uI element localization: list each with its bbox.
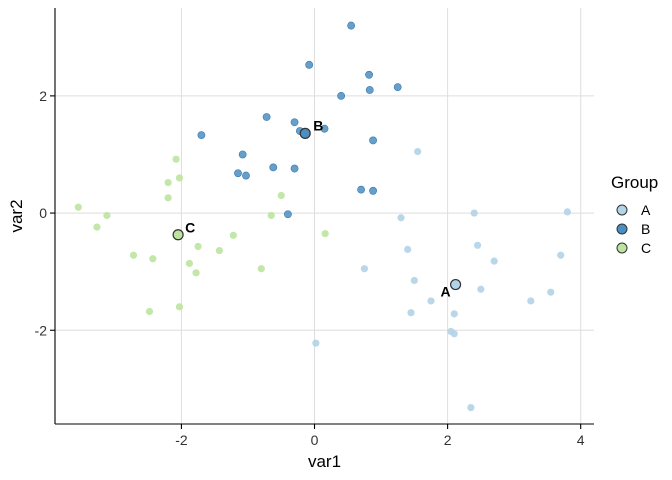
point-B-13	[238, 150, 247, 159]
point-C-17	[192, 269, 200, 277]
point-A-8	[360, 265, 369, 273]
point-C-13	[129, 251, 138, 259]
legend-title: Group	[611, 173, 658, 192]
point-B-3	[393, 83, 402, 91]
y-tick-label-0: -2	[35, 322, 48, 338]
point-B-14	[269, 163, 278, 172]
data-points	[74, 21, 571, 412]
legend: Group ABC	[611, 173, 658, 256]
centroid-C	[172, 229, 184, 241]
point-C-18	[175, 303, 184, 311]
grid-lines	[55, 8, 594, 424]
point-B-16	[234, 169, 242, 178]
point-C-8	[93, 223, 101, 231]
point-C-19	[145, 307, 154, 316]
point-B-20	[284, 210, 292, 219]
point-C-10	[229, 231, 237, 239]
point-B-4	[365, 86, 374, 94]
point-A-10	[477, 285, 485, 293]
point-A-11	[547, 288, 555, 296]
point-A-1	[563, 208, 571, 216]
point-C-11	[194, 242, 202, 251]
point-B-10	[320, 124, 329, 133]
point-B-5	[337, 91, 346, 100]
point-C-7	[267, 211, 275, 220]
axes: -2 0 2 4 -2 0 2	[35, 8, 594, 448]
point-C-5	[74, 203, 82, 211]
point-C-2	[164, 179, 172, 187]
point-C-4	[277, 191, 285, 200]
legend-label-C: C	[641, 240, 651, 256]
point-C-16	[257, 265, 265, 273]
point-B-12	[369, 136, 377, 145]
centroid-label-A: A	[440, 284, 450, 300]
x-axis-title: var1	[308, 452, 341, 471]
point-B-7	[290, 118, 299, 127]
point-A-5	[473, 241, 482, 249]
point-B-19	[369, 186, 377, 195]
centroid-points: A B C	[172, 117, 462, 300]
point-B-0	[347, 21, 356, 30]
centroid-label-B: B	[313, 117, 323, 133]
point-C-9	[321, 229, 329, 238]
point-A-19	[467, 403, 475, 412]
legend-label-A: A	[641, 202, 651, 218]
point-A-7	[557, 251, 565, 259]
legend-key-C	[616, 242, 628, 254]
point-C-3	[164, 194, 172, 202]
point-A-2	[470, 209, 478, 217]
point-B-2	[365, 70, 373, 79]
point-A-3	[397, 214, 405, 222]
point-B-17	[242, 171, 250, 180]
point-B-11	[197, 131, 206, 140]
point-C-15	[185, 259, 194, 268]
point-C-12	[215, 246, 223, 255]
x-tick-label-0: -2	[175, 432, 188, 448]
point-A-12	[427, 297, 435, 305]
point-A-18	[312, 339, 320, 347]
point-A-17	[450, 330, 458, 338]
point-B-18	[357, 185, 365, 194]
x-tick-label-2: 2	[444, 432, 452, 448]
point-C-14	[149, 255, 157, 263]
point-A-9	[410, 276, 418, 285]
y-tick-label-1: 0	[39, 205, 47, 221]
point-C-1	[175, 174, 184, 182]
centroid-A	[449, 278, 462, 291]
x-tick-label-1: 0	[311, 432, 319, 448]
point-C-0	[172, 155, 180, 163]
point-C-6	[103, 211, 111, 220]
point-B-1	[305, 60, 314, 69]
point-B-6	[262, 113, 271, 121]
x-tick-label-3: 4	[577, 432, 585, 448]
centroid-B	[299, 127, 311, 139]
y-axis-title: var2	[7, 199, 26, 232]
point-A-14	[407, 309, 415, 317]
legend-label-B: B	[641, 221, 650, 237]
legend-key-A	[616, 204, 628, 216]
point-A-15	[450, 310, 458, 318]
point-A-0	[414, 147, 422, 156]
point-A-13	[527, 297, 535, 305]
point-A-4	[404, 245, 412, 253]
centroid-label-C: C	[185, 220, 195, 236]
y-tick-label-2: 2	[39, 88, 47, 104]
point-A-6	[490, 257, 498, 265]
legend-key-B	[616, 223, 628, 235]
point-B-15	[290, 164, 299, 173]
